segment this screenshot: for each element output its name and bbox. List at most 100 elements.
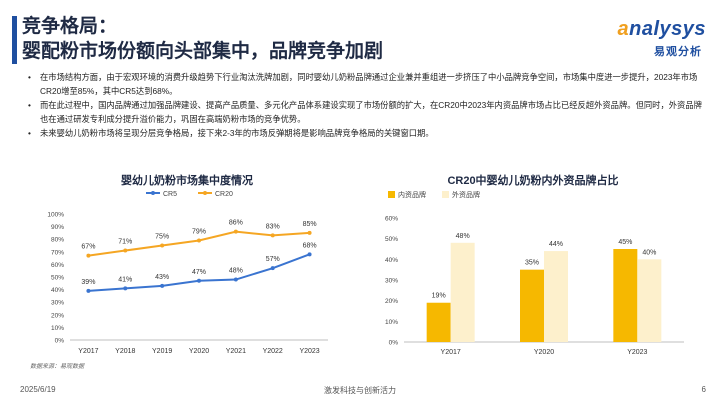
x-tick-label: Y2023 — [627, 349, 647, 356]
chart-title: CR20中婴幼儿奶粉内外资品牌占比 — [447, 175, 619, 187]
bar — [637, 259, 662, 342]
bullet-item: 而在此过程中，国内品牌通过加强品牌建设、提高产品质量、多元化产品体系建设实现了市… — [28, 98, 704, 126]
bar — [613, 249, 638, 342]
data-label: 40% — [642, 249, 656, 256]
y-tick-label: 80% — [51, 237, 64, 244]
x-tick-label: Y2019 — [152, 348, 172, 355]
data-label: 47% — [192, 269, 206, 276]
brand-share-bar-chart: CR20中婴幼儿奶粉内外资品牌占比 内资品牌 外资品牌 0% 10% 20% 30% 40%… — [372, 166, 694, 366]
data-label: 57% — [266, 256, 280, 263]
y-tick-label: 70% — [51, 249, 64, 256]
y-tick-label: 50% — [51, 275, 64, 282]
bullet-item: 未来婴幼儿奶粉市场将呈现分层竞争格局，接下来2-3年的市场反弹期将是影响品牌竞争… — [28, 126, 704, 140]
y-tick-label: 30% — [51, 300, 64, 307]
concentration-line-chart: 婴幼儿奶粉市场集中度情况 CR5 CR20 0% 10% 20% 30% 40% 50% 60%… — [28, 166, 346, 366]
data-point — [307, 230, 312, 235]
footer-date: 2025/6/19 — [20, 385, 56, 394]
data-label: 45% — [618, 239, 632, 246]
y-tick-label: 100% — [47, 212, 64, 219]
page-title-line1: 竞争格局： — [22, 16, 118, 37]
data-label: 19% — [432, 293, 446, 300]
y-tick-label: 0% — [389, 340, 399, 347]
data-label: 39% — [81, 279, 95, 286]
data-label: 83% — [266, 223, 280, 230]
logo-subtitle: 易观分析 — [654, 46, 702, 58]
y-tick-label: 20% — [385, 298, 398, 305]
x-tick-label: Y2022 — [263, 348, 283, 355]
header: 竞争格局： 婴配粉市场份额向头部集中，品牌竞争加剧 analysys 易观分析 — [0, 8, 720, 68]
y-tick-label: 40% — [385, 257, 398, 264]
data-point — [197, 238, 201, 243]
bar — [544, 251, 568, 342]
bar — [520, 269, 544, 342]
y-tick-label: 30% — [385, 278, 398, 285]
data-point — [197, 278, 201, 283]
legend-label: CR20 — [215, 191, 233, 198]
data-point — [160, 283, 165, 288]
data-point — [86, 288, 91, 293]
page-number: 6 — [701, 385, 706, 394]
data-label: 85% — [303, 221, 317, 228]
bar — [426, 302, 451, 342]
bar — [450, 242, 475, 342]
x-tick-label: Y2020 — [189, 348, 209, 355]
y-tick-label: 20% — [51, 312, 64, 319]
x-tick-label: Y2020 — [534, 349, 554, 356]
data-point — [160, 243, 165, 248]
legend-label: CR5 — [163, 191, 177, 198]
bar-chart-svg: 内资品牌 外资品牌 0% 10% 20% 30% 40% 50% 60% Y2017 19% 48% Y… — [385, 190, 684, 356]
data-point — [307, 252, 312, 257]
data-point — [270, 233, 275, 238]
data-label: 43% — [155, 274, 169, 281]
legend-label: 内资品牌 — [398, 190, 426, 199]
legend-label: 外资品牌 — [452, 190, 480, 199]
data-label: 67% — [81, 244, 95, 251]
bullet-list: 在市场结构方面，由于宏观环境的消费升级趋势下行业淘汰洗牌加剧，同时婴幼儿奶粉品牌… — [28, 70, 704, 140]
y-tick-label: 10% — [385, 319, 398, 326]
data-point — [123, 286, 128, 291]
data-point — [233, 229, 238, 234]
data-label: 48% — [229, 268, 243, 275]
data-point — [123, 248, 128, 253]
data-label: 68% — [303, 242, 317, 249]
data-label: 79% — [192, 228, 206, 235]
data-label: 48% — [456, 233, 470, 240]
x-tick-label: Y2018 — [115, 348, 135, 355]
data-label: 86% — [229, 220, 243, 227]
y-tick-label: 10% — [51, 325, 64, 332]
data-point — [86, 253, 91, 258]
y-tick-label: 0% — [55, 338, 65, 345]
x-tick-label: Y2023 — [299, 348, 319, 355]
chart-title: 婴幼儿奶粉市场集中度情况 — [121, 175, 253, 187]
x-tick-label: Y2021 — [226, 348, 246, 355]
y-tick-label: 60% — [51, 262, 64, 269]
title-accent-bar — [12, 16, 17, 64]
y-tick-label: 50% — [385, 236, 398, 243]
data-label: 75% — [155, 234, 169, 241]
line-chart-svg: CR5 CR20 0% 10% 20% 30% 40% 50% 60% 70% 80% 90% 100%… — [47, 191, 328, 355]
analysys-logo: analysys 易观分析 — [586, 18, 706, 68]
data-label: 44% — [549, 241, 563, 248]
data-label: 41% — [118, 276, 132, 283]
data-label: 71% — [118, 239, 132, 246]
footer-slogan: 激发科技与创新活力 — [324, 386, 396, 395]
legend-swatch — [388, 191, 395, 198]
logo-accent-letter: a — [617, 18, 630, 40]
logo-wordmark: analysys — [617, 18, 706, 41]
x-tick-label: Y2017 — [78, 348, 98, 355]
data-source-note: 数据来源：易观数据 — [30, 364, 85, 370]
logo-wordmark-rest: nalysys — [629, 18, 706, 40]
data-point — [233, 277, 238, 282]
legend-marker — [203, 191, 207, 195]
legend-swatch — [442, 191, 449, 198]
y-tick-label: 90% — [51, 224, 64, 231]
y-tick-label: 60% — [385, 216, 398, 223]
page-title: 竞争格局： 婴配粉市场份额向头部集中，品牌竞争加剧 — [22, 14, 383, 64]
bullet-item: 在市场结构方面，由于宏观环境的消费升级趋势下行业淘汰洗牌加剧，同时婴幼儿奶粉品牌… — [28, 70, 704, 98]
page-title-line2: 婴配粉市场份额向头部集中，品牌竞争加剧 — [22, 41, 384, 62]
y-tick-label: 40% — [51, 287, 64, 294]
x-tick-label: Y2017 — [441, 349, 461, 356]
data-point — [270, 266, 275, 271]
data-label: 35% — [525, 260, 539, 267]
legend-marker — [151, 191, 155, 195]
